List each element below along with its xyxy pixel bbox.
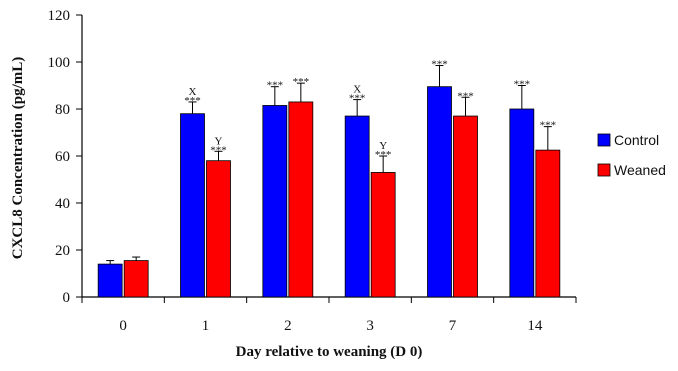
bar-control-1 <box>180 113 205 298</box>
y-ticks: 0 20 40 60 80 100 120 <box>48 8 82 306</box>
legend-label-weaned: Weaned <box>614 162 666 178</box>
y-tick-label: 80 <box>55 102 70 118</box>
significance-stars: *** <box>514 79 531 91</box>
bar-control-0 <box>97 263 123 298</box>
group-letter: Y <box>379 140 387 152</box>
legend-swatch-control <box>597 133 611 147</box>
group-letter: X <box>353 84 361 96</box>
legend: Control Weaned <box>597 132 666 178</box>
significance-stars: *** <box>210 144 227 156</box>
significance-stars: *** <box>184 95 201 107</box>
x-tick-label: 2 <box>284 318 292 334</box>
significance-stars: *** <box>431 59 448 71</box>
bar-weaned-0 <box>123 260 149 298</box>
group-letter: X <box>189 86 197 98</box>
bar-control-14 <box>509 108 535 298</box>
x-tick-label: 0 <box>119 318 127 334</box>
error-bars <box>106 65 552 265</box>
bar-weaned-3 <box>370 172 396 298</box>
y-tick-label: 60 <box>55 149 70 165</box>
x-tick-label: 14 <box>527 318 543 334</box>
significance-annotations: ***X***Y*** ******X***Y************ <box>184 59 556 161</box>
significance-stars: *** <box>375 149 392 161</box>
y-tick-label: 0 <box>63 290 71 306</box>
x-ticks: 0 1 2 3 7 14 <box>81 297 577 334</box>
x-tick-label: 7 <box>449 318 457 334</box>
bar-control-3 <box>344 115 370 298</box>
y-axis-title: CXCL8 Concentration (pg/mL) <box>10 57 26 260</box>
x-axis-title: Day relative to weaning (D 0) <box>236 344 423 360</box>
significance-stars: *** <box>293 76 310 88</box>
y-tick-label: 120 <box>48 8 71 24</box>
significance-stars: *** <box>457 90 474 102</box>
bar-weaned-2 <box>288 101 314 298</box>
significance-stars: *** <box>349 93 366 105</box>
y-tick-label: 20 <box>55 243 70 259</box>
significance-stars: *** <box>540 120 557 132</box>
bar-weaned-1 <box>206 160 231 298</box>
bar-weaned-7 <box>453 115 478 298</box>
significance-stars: *** <box>267 80 284 92</box>
bars <box>97 86 561 298</box>
bar-control-2 <box>262 105 288 298</box>
legend-swatch-weaned <box>597 163 611 177</box>
axes <box>81 15 576 298</box>
y-tick-label: 40 <box>55 196 70 212</box>
bar-control-7 <box>427 86 452 298</box>
legend-label-control: Control <box>614 132 659 148</box>
bar-weaned-14 <box>535 149 561 298</box>
group-letter: Y <box>215 135 223 147</box>
x-tick-label: 3 <box>366 318 374 334</box>
x-tick-label: 1 <box>202 318 210 334</box>
y-tick-label: 100 <box>48 55 71 71</box>
